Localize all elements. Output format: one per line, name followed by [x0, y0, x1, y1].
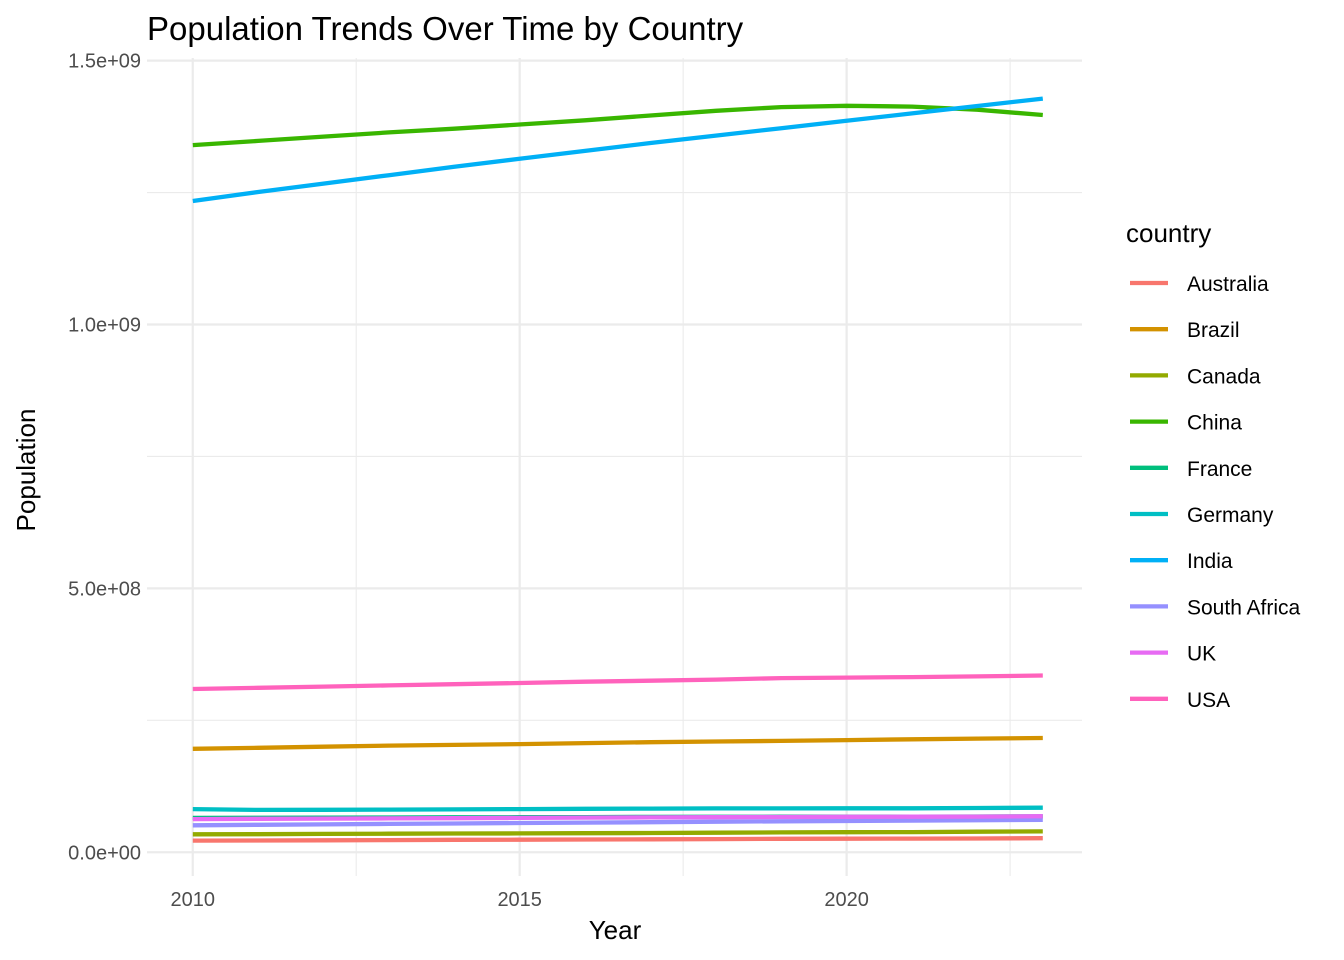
x-tick-label: 2020: [824, 889, 869, 911]
legend-label: UK: [1187, 643, 1216, 666]
y-tick-label: 5.0e+08: [68, 578, 141, 600]
series-line-uk: [192, 814, 1043, 822]
legend: country Australia Brazil Canada China France…: [1126, 218, 1301, 712]
x-axis-title: Year: [589, 915, 642, 945]
gridlines: [147, 58, 1082, 876]
legend-label: China: [1187, 412, 1242, 435]
y-axis-title: Population: [11, 409, 41, 532]
series-lines: [192, 96, 1044, 843]
legend-label: Brazil: [1187, 319, 1240, 342]
chart-title: Population Trends Over Time by Country: [147, 10, 744, 47]
series-line-south-africa: [192, 817, 1043, 828]
legend-title: country: [1126, 218, 1211, 248]
legend-label: India: [1187, 550, 1233, 573]
series-line-usa: [192, 673, 1043, 692]
series-line-australia: [192, 836, 1043, 843]
legend-label: USA: [1187, 689, 1230, 712]
series-line-canada: [192, 829, 1043, 837]
y-tick-label: 1.0e+09: [68, 315, 141, 337]
x-axis-ticks: 2010 2015 2020: [171, 889, 869, 911]
series-line-india: [192, 96, 1044, 204]
legend-label: France: [1187, 458, 1252, 481]
legend-label: Australia: [1187, 273, 1269, 296]
series-line-china: [192, 103, 1043, 148]
y-tick-label: 1.5e+09: [68, 51, 141, 73]
y-axis-ticks: 0.0e+00 5.0e+08 1.0e+09 1.5e+09: [68, 51, 141, 865]
legend-label: Canada: [1187, 365, 1261, 388]
x-tick-label: 2015: [497, 889, 542, 911]
series-line-germany: [192, 805, 1043, 813]
y-tick-label: 0.0e+00: [68, 842, 141, 864]
legend-label: Germany: [1187, 504, 1274, 527]
legend-label: South Africa: [1187, 596, 1301, 619]
x-tick-label: 2010: [171, 889, 216, 911]
series-line-brazil: [192, 735, 1043, 751]
